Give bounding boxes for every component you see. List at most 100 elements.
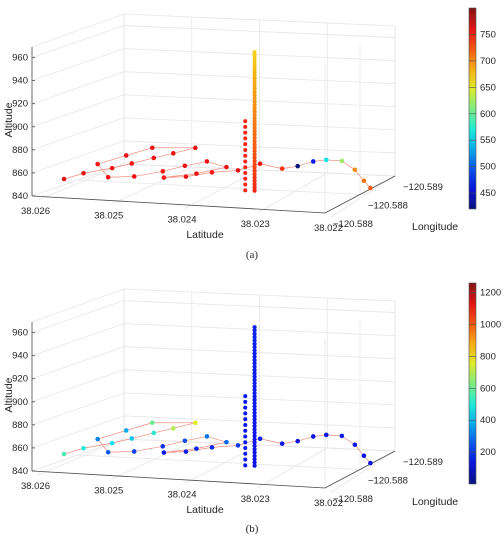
data-point (224, 439, 229, 445)
data-point (243, 405, 248, 410)
colorbar-tick-label: 400 (480, 415, 496, 426)
data-point (252, 89, 257, 94)
x-tick-label: 38.026 (21, 481, 50, 492)
data-point (252, 116, 257, 121)
data-point (339, 433, 345, 439)
grid-line (111, 441, 192, 480)
data-point (81, 170, 86, 176)
data-point (161, 175, 167, 180)
data-point (252, 168, 257, 174)
data-point (182, 438, 188, 444)
data-point (252, 374, 257, 379)
x-tick-label: 38.024 (167, 215, 196, 226)
data-point (252, 328, 257, 333)
z-tick-label: 860 (12, 443, 28, 454)
colorbar-tick-label: 700 (480, 56, 496, 67)
data-point (279, 166, 285, 171)
data-point (252, 457, 257, 462)
data-point (170, 426, 176, 431)
grid-line (123, 163, 396, 177)
x-tick-label: 38.026 (21, 206, 50, 217)
data-point (252, 335, 257, 340)
data-point (243, 399, 248, 404)
data-point (243, 440, 248, 445)
data-point (252, 420, 257, 425)
chart-panel-b (31, 282, 477, 493)
data-point (252, 175, 257, 180)
panel-caption: (a) (246, 249, 259, 261)
data-point (252, 56, 257, 61)
data-point (257, 161, 263, 167)
data-point (252, 407, 257, 412)
data-point (243, 136, 248, 141)
data-point (252, 106, 257, 111)
data-point (243, 417, 248, 422)
data-point (252, 73, 257, 78)
z-tick-label: 880 (12, 420, 28, 431)
data-point (252, 152, 257, 157)
data-point (252, 93, 257, 98)
y-tick-label: −120.588 (368, 201, 408, 212)
chart-panel-a (31, 7, 477, 218)
data-point (252, 155, 257, 160)
data-point (209, 170, 215, 175)
data-point (252, 368, 257, 373)
data-point (252, 119, 257, 124)
x-tick-label: 38.022 (314, 498, 343, 509)
colorbar-tick-label: 450 (480, 188, 496, 199)
z-tick-label: 880 (12, 145, 28, 156)
data-point (123, 153, 129, 158)
data-point (243, 130, 248, 135)
data-point (368, 460, 373, 466)
grid-line (257, 172, 328, 214)
data-point (252, 112, 257, 117)
data-point (243, 188, 248, 193)
data-point (252, 182, 257, 187)
data-point (252, 430, 257, 435)
grid-line (37, 163, 125, 201)
z-tick-label: 840 (12, 191, 28, 202)
data-point (252, 99, 257, 104)
data-point (252, 76, 257, 81)
x-tick-label: 38.023 (241, 494, 270, 505)
data-point (243, 434, 248, 439)
data-point (160, 444, 166, 449)
data-point (243, 119, 248, 124)
data-point (361, 453, 367, 459)
data-point (252, 158, 257, 164)
grid-outline (31, 288, 396, 471)
data-point (252, 338, 257, 343)
data-point (252, 450, 257, 455)
grid-line (123, 438, 396, 452)
data-point (252, 178, 257, 183)
data-point (105, 174, 111, 180)
data-point (243, 176, 248, 181)
data-point (252, 69, 257, 75)
data-point (243, 182, 248, 187)
data-point (243, 411, 248, 416)
y-tick-label: −120.589 (403, 182, 443, 193)
z-tick-label: 900 (12, 122, 28, 133)
data-point (235, 168, 241, 173)
data-point (352, 167, 358, 173)
data-point (243, 394, 248, 399)
data-point (252, 96, 257, 101)
data-point (252, 348, 257, 353)
data-point (151, 430, 157, 436)
colorbar-tick-label: 800 (480, 351, 496, 362)
data-point (252, 433, 257, 439)
data-point (151, 155, 157, 161)
data-point (323, 157, 329, 163)
data-point (252, 122, 257, 127)
y-axis (324, 450, 396, 489)
data-point (252, 417, 257, 422)
x-axis-label: Latitude (186, 229, 224, 241)
data-point (252, 66, 257, 71)
data-point (61, 176, 67, 182)
x-axis (31, 195, 326, 214)
data-point (204, 434, 210, 439)
data-point (149, 145, 155, 151)
z-tick-label: 960 (12, 328, 28, 339)
data-point (183, 174, 189, 179)
